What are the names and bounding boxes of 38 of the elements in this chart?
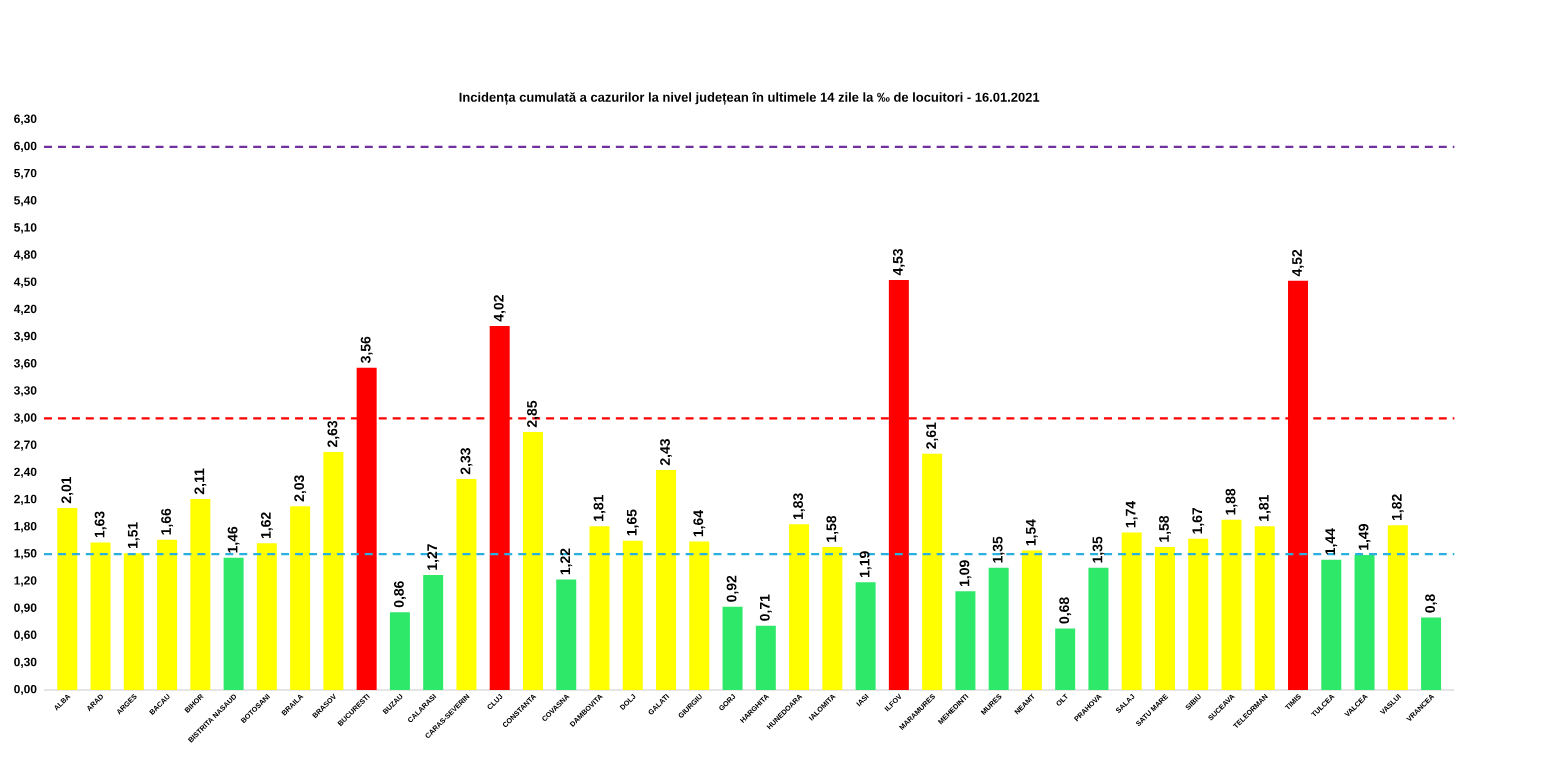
bar	[1221, 519, 1242, 690]
bar	[622, 540, 643, 690]
bar	[57, 508, 78, 690]
bar	[988, 567, 1009, 690]
bar	[789, 524, 810, 690]
bar	[1387, 525, 1408, 690]
bar	[157, 539, 178, 690]
bar	[223, 557, 244, 690]
bar	[1121, 532, 1142, 690]
bar	[423, 575, 444, 690]
bar	[522, 431, 543, 690]
bar	[855, 582, 876, 690]
bar	[456, 479, 477, 690]
bar	[190, 498, 211, 690]
bar	[1154, 546, 1175, 690]
bar	[589, 526, 610, 690]
bar	[689, 541, 710, 690]
bar	[822, 546, 843, 690]
bar	[1088, 567, 1109, 690]
bar	[1188, 538, 1209, 690]
bar	[1055, 628, 1076, 690]
bar	[1321, 559, 1342, 690]
bar	[1021, 550, 1042, 690]
bar	[389, 612, 410, 690]
bar	[722, 606, 743, 690]
bar	[1254, 526, 1275, 690]
bar	[290, 506, 311, 690]
bar	[922, 453, 943, 690]
bar	[90, 542, 111, 690]
bar	[955, 591, 976, 690]
bar	[256, 543, 277, 690]
bar	[656, 470, 677, 690]
bar	[1421, 617, 1442, 690]
bar	[323, 451, 344, 690]
bar	[1354, 555, 1375, 690]
bar	[123, 553, 144, 690]
bar	[556, 579, 577, 690]
bar	[755, 625, 776, 690]
